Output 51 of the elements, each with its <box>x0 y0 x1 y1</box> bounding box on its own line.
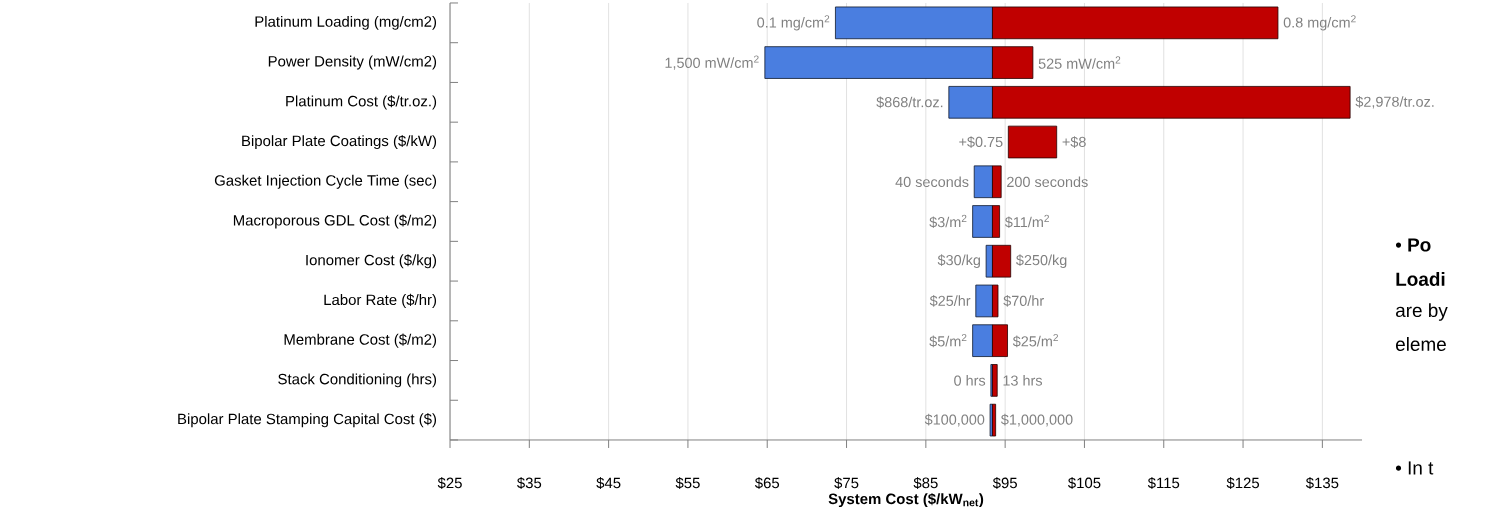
y-tick-label: Labor Rate ($/hr) <box>324 293 437 309</box>
x-tick-label: $135 <box>1305 477 1339 490</box>
annotation: 0.8 mg/cm$^{2}$ <box>1283 15 1356 31</box>
x-tick-label: $65 <box>754 477 780 490</box>
annotation: 1,500 mW/cm$^{2}$ <box>665 55 759 70</box>
annotation: 40 seconds <box>895 176 969 188</box>
x-axis-title: System Cost ($/kW$_{net}$) <box>828 492 984 508</box>
x-tick-label: $125 <box>1226 477 1260 490</box>
annotation: $3/m$^{2}$ <box>929 214 967 229</box>
y-tick-label: Platinum Loading (mg/cm2) <box>255 15 437 30</box>
annotation: +$8 <box>1062 136 1086 148</box>
annotation: $100,000 <box>924 413 985 427</box>
y-tick-label: Stack Conditioning (hrs) <box>278 373 437 388</box>
annotation: 200 seconds <box>1007 176 1088 188</box>
annotation: $250/kg <box>1016 254 1067 269</box>
text: Loadi <box>1396 272 1445 286</box>
x-tick-label: $25 <box>437 477 462 490</box>
x-tick-label: $45 <box>596 477 621 490</box>
y-tick-label: Ionomer Cost ($/kg) <box>306 254 437 269</box>
annotation: 13 hrs <box>1003 375 1043 386</box>
annotation: $868/tr.oz. <box>876 96 943 109</box>
x-tick-label: $105 <box>1067 477 1101 490</box>
y-tick-label: Power Density (mW/cm2) <box>268 55 437 70</box>
y-tick-label: Platinum Cost ($/tr.oz.) <box>286 95 437 110</box>
annotation: $2,978/tr.oz. <box>1355 96 1434 109</box>
annotation: 525 mW/cm$^{2}$ <box>1038 56 1121 69</box>
y-tick-label: Bipolar Plate Coatings ($/kW) <box>242 134 437 150</box>
y-tick-label: Membrane Cost ($/m2) <box>284 333 437 348</box>
x-tick-label: $115 <box>1147 477 1180 490</box>
text: eleme <box>1396 337 1446 351</box>
y-tick-label: Bipolar Plate Stamping Capital Cost ($) <box>178 413 437 428</box>
x-tick-label: $85 <box>913 477 938 490</box>
y-tick-label: Gasket Injection Cycle Time (sec) <box>214 174 437 189</box>
text: are by <box>1396 303 1448 321</box>
annotation: $70/hr <box>1003 295 1044 307</box>
x-tick-label: $75 <box>834 477 859 490</box>
x-tick-label: $55 <box>675 477 700 490</box>
annotation: $1,000,000 <box>1000 413 1073 427</box>
annotation: $25/m$^{2}$ <box>1012 334 1058 348</box>
annotation: $5/m$^{2}$ <box>929 334 967 348</box>
x-tick-label: $95 <box>992 477 1017 490</box>
annotation: $25/hr <box>929 295 971 307</box>
annotation: $30/kg <box>937 254 980 269</box>
annotation: +$0.75 <box>959 136 1003 148</box>
x-tick-label: $35 <box>517 477 542 490</box>
annotation: 0.1 mg/cm$^{2}$ <box>757 15 830 31</box>
text: • Po <box>1395 238 1431 252</box>
annotation: $11/m$^{2}$ <box>1004 214 1049 229</box>
text: • In t <box>1395 461 1434 475</box>
annotation: 0 hrs <box>954 375 986 386</box>
y-tick-label: Macroporous GDL Cost ($/m2) <box>233 214 437 229</box>
